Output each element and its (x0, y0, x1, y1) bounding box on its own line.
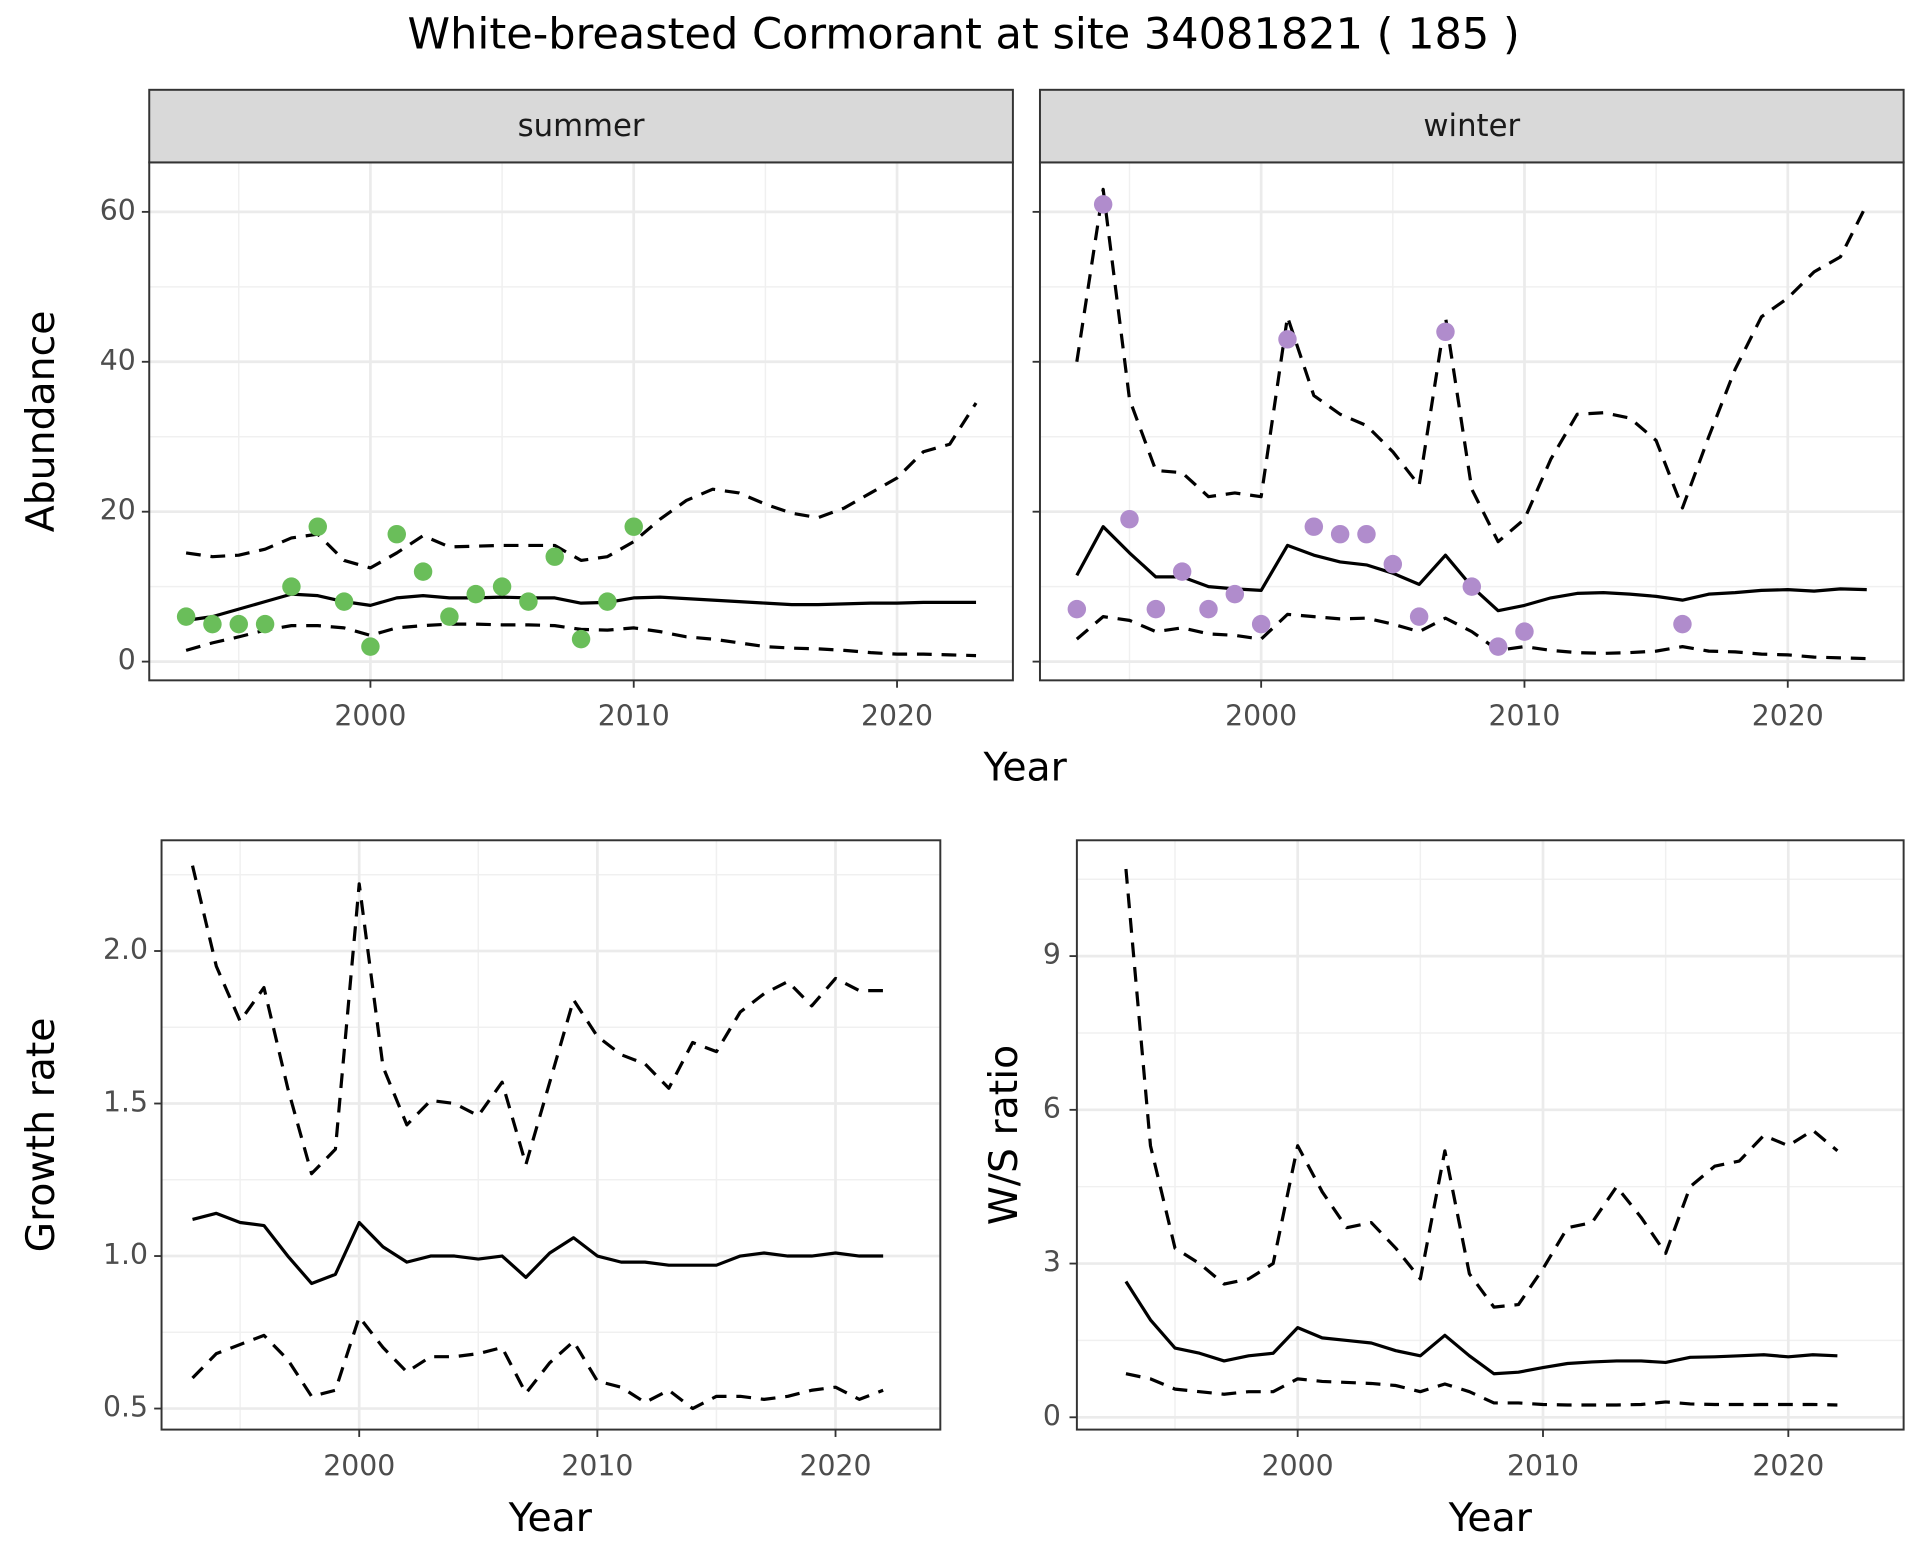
data-point (1067, 599, 1087, 619)
y-axis-title: Growth rate (18, 1017, 64, 1252)
data-point (1199, 599, 1218, 619)
y-tick-label: 0.5 (103, 1391, 148, 1424)
panel-border (160, 839, 942, 1431)
x-tick-label: 2010 (561, 1450, 633, 1483)
data-point (545, 547, 564, 566)
data-point (1330, 524, 1350, 544)
x-axis-title: Year (983, 745, 1068, 791)
data-point (1304, 517, 1324, 536)
x-tick-label: 2000 (323, 1450, 395, 1483)
data-point (361, 637, 380, 656)
x-tick-label: 2020 (861, 699, 933, 732)
panel (1075, 839, 1905, 1431)
y-axis-title: Abundance (18, 311, 64, 533)
data-point (1488, 637, 1508, 656)
y-tick-label: 2.0 (103, 933, 148, 966)
y-tick-label: 1.0 (103, 1238, 148, 1271)
y-tick-label: 3 (1043, 1246, 1061, 1279)
data-point (571, 629, 591, 649)
facet-label: winter (1423, 108, 1520, 144)
x-axis-title: Year (508, 1495, 593, 1541)
figure-title: White-breasted Cormorant at site 3408182… (408, 9, 1520, 59)
facet-strip (1038, 88, 1905, 164)
panel (148, 161, 1014, 682)
interval-line (185, 622, 977, 658)
panel (160, 839, 942, 1431)
data-point (1172, 562, 1192, 581)
data-point (255, 614, 275, 634)
y-tick-label: 60 (100, 194, 136, 227)
data-point (598, 592, 617, 611)
y-tick-label: 6 (1043, 1092, 1061, 1125)
data-point (387, 524, 406, 544)
interval-line (1125, 1372, 1838, 1407)
x-tick-label: 2000 (334, 699, 406, 732)
data-point (1120, 509, 1139, 529)
x-tick-label: 2010 (1488, 699, 1560, 732)
facet-label: summer (518, 108, 645, 144)
data-point (466, 584, 485, 604)
data-point (282, 577, 301, 596)
y-tick-label: 0 (118, 644, 136, 677)
trend-line (1124, 1280, 1838, 1376)
y-tick-label: 40 (100, 344, 136, 377)
panel-background (161, 840, 941, 1430)
x-tick-label: 2020 (1752, 1450, 1824, 1483)
interval-line (1075, 612, 1867, 661)
data-point (1278, 330, 1297, 349)
y-tick-label: 9 (1043, 938, 1061, 971)
data-point (229, 614, 248, 634)
y-tick-label: 1.5 (103, 1086, 148, 1119)
interval-line (1124, 868, 1839, 1309)
data-point (308, 517, 327, 536)
data-point (1673, 614, 1692, 634)
panel (1038, 161, 1905, 682)
x-tick-label: 2000 (1262, 1450, 1334, 1483)
trend-line (192, 1211, 884, 1286)
data-point (334, 592, 354, 611)
data-point (1357, 524, 1376, 544)
data-point (1436, 322, 1455, 342)
data-point (1225, 584, 1245, 604)
data-point (624, 517, 643, 536)
x-tick-label: 2010 (1507, 1450, 1579, 1483)
data-point (519, 592, 538, 611)
x-tick-label: 2000 (1225, 699, 1297, 732)
data-point (1146, 599, 1166, 619)
panel-background (1039, 162, 1904, 681)
x-tick-label: 2010 (598, 699, 670, 732)
interval-line (191, 1315, 884, 1411)
interval-line (190, 865, 884, 1176)
data-point (1462, 577, 1482, 596)
data-point (1409, 607, 1429, 626)
data-point (413, 562, 433, 581)
x-axis-title: Year (1448, 1495, 1533, 1541)
data-point (1251, 614, 1271, 634)
y-tick-label: 20 (100, 494, 136, 527)
y-tick-label: 0 (1043, 1399, 1061, 1432)
panel-border (1075, 839, 1905, 1431)
data-point (1093, 195, 1113, 214)
y-axis-title: W/S ratio (981, 1045, 1027, 1225)
data-point (176, 607, 196, 626)
panel-background (1076, 840, 1904, 1430)
x-tick-label: 2020 (800, 1450, 872, 1483)
data-point (440, 607, 459, 626)
data-point (1383, 554, 1403, 574)
facet-strip (148, 88, 1014, 164)
x-tick-label: 2020 (1752, 699, 1824, 732)
data-point (203, 614, 222, 634)
trend-line (185, 592, 977, 622)
data-point (492, 577, 512, 596)
interval-line (1075, 187, 1869, 544)
data-point (1515, 622, 1534, 641)
